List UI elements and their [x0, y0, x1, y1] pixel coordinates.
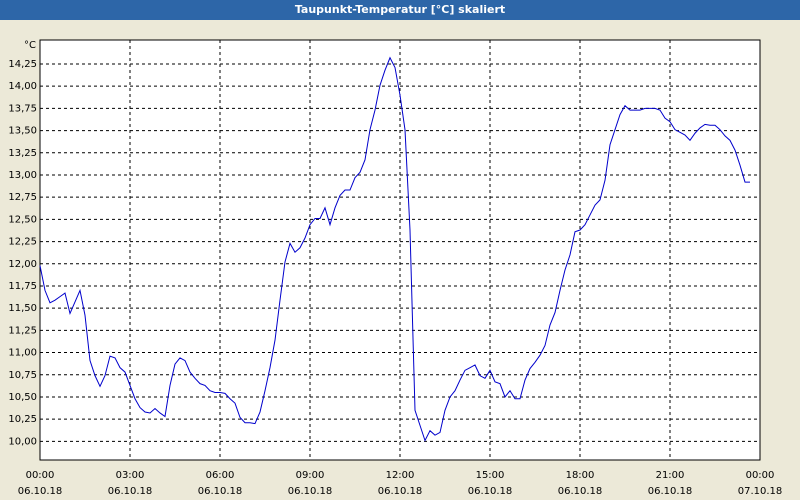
y-tick-label: 13,75	[8, 103, 37, 114]
y-tick-label: 10,00	[8, 436, 37, 447]
y-tick-label: 10,25	[8, 414, 37, 425]
x-tick-label: 21:00	[656, 470, 685, 481]
y-unit: °C	[24, 40, 36, 51]
y-tick-label: 12,75	[8, 192, 37, 203]
y-tick-label: 11,50	[8, 303, 37, 314]
x-tick-date: 06.10.18	[108, 486, 153, 497]
y-tick-label: 11,00	[8, 348, 37, 359]
x-tick-label: 00:00	[26, 470, 55, 481]
y-tick-label: 12,00	[8, 259, 37, 270]
x-tick-date: 06.10.18	[378, 486, 423, 497]
x-tick-label: 18:00	[566, 470, 595, 481]
x-tick-label: 12:00	[386, 470, 415, 481]
y-tick-label: 12,25	[8, 237, 37, 248]
x-tick-date: 06.10.18	[558, 486, 603, 497]
y-tick-label: 11,25	[8, 325, 37, 336]
x-tick-date: 06.10.18	[288, 486, 333, 497]
y-tick-label: 11,75	[8, 281, 37, 292]
x-tick-date: 06.10.18	[648, 486, 693, 497]
x-tick-date: 06.10.18	[468, 486, 513, 497]
x-tick-date: 06.10.18	[18, 486, 63, 497]
chart-title: Taupunkt-Temperatur [°C] skaliert	[295, 3, 505, 16]
y-tick-label: 10,50	[8, 392, 37, 403]
y-tick-label: 14,25	[8, 59, 37, 70]
x-tick-label: 03:00	[116, 470, 145, 481]
y-tick-label: 12,50	[8, 214, 37, 225]
y-tick-label: 14,00	[8, 81, 37, 92]
x-tick-date: 07.10.18	[738, 486, 783, 497]
x-tick-label: 06:00	[206, 470, 235, 481]
y-tick-label: 13,25	[8, 148, 37, 159]
x-tick-label: 00:00	[746, 470, 775, 481]
x-tick-date: 06.10.18	[198, 486, 243, 497]
x-tick-label: 15:00	[476, 470, 505, 481]
y-tick-label: 10,75	[8, 370, 37, 381]
y-tick-label: 13,00	[8, 170, 37, 181]
title-bar	[0, 0, 800, 20]
x-tick-label: 09:00	[296, 470, 325, 481]
y-tick-label: 13,50	[8, 126, 37, 137]
data-line	[39, 56, 750, 442]
